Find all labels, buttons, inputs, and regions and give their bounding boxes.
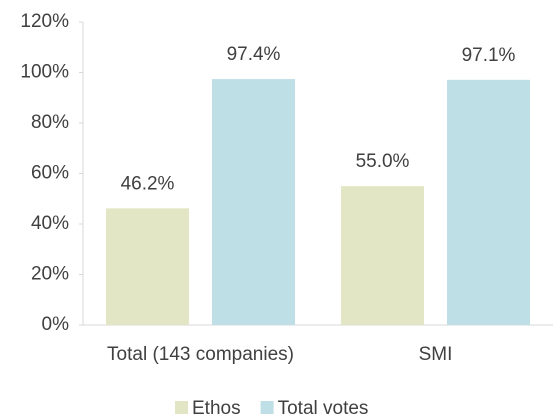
value-label: 97.1% [462,45,516,66]
x-tick-label: SMI [419,344,453,365]
value-label: 97.4% [227,44,281,65]
y-tick-label: 120% [20,11,69,32]
legend-swatch [260,401,274,414]
value-label: 55.0% [356,151,410,172]
bar [447,79,530,325]
value-label: 46.2% [121,173,175,194]
x-tick-label: Total (143 companies) [107,344,294,365]
legend-label: Total votes [278,398,369,419]
y-tick-label: 20% [31,264,69,285]
legend-swatch [175,401,188,414]
y-tick-label: 60% [31,163,69,184]
legend-label: Ethos [192,398,241,419]
y-tick-label: 0% [42,314,70,335]
y-tick-label: 100% [20,62,69,83]
y-tick-label: 80% [31,112,69,133]
y-tick-label: 40% [31,213,69,234]
bar [212,79,295,325]
bar [341,186,424,325]
bar [106,208,189,325]
